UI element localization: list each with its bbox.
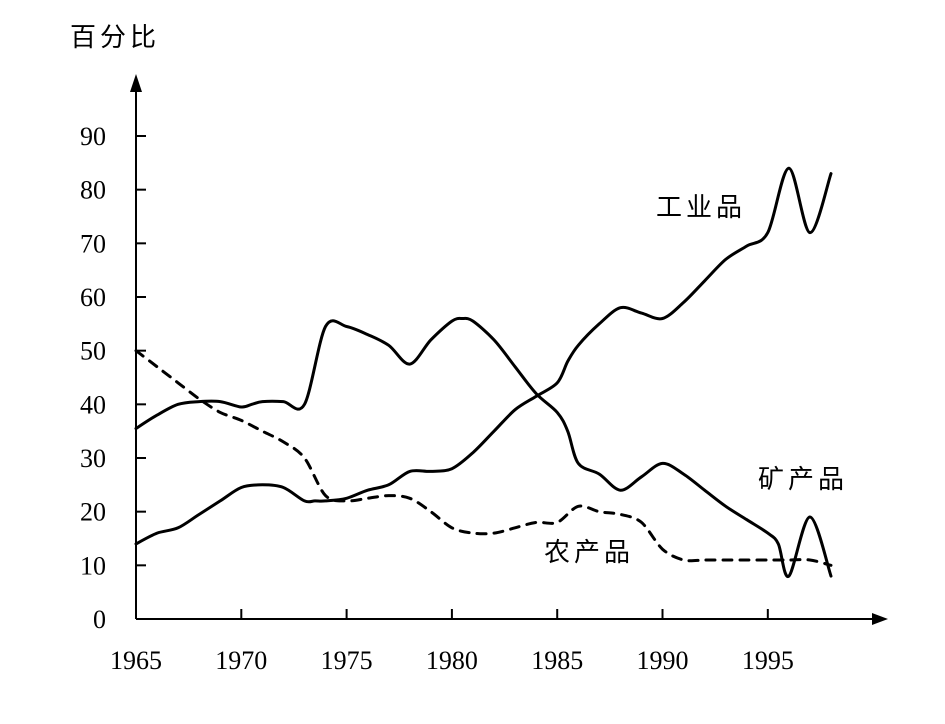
y-axis-label: 百分比 — [70, 23, 160, 53]
y-tick-label: 40 — [80, 390, 106, 419]
y-tick-label: 60 — [80, 283, 106, 312]
y-axis-arrow-icon — [130, 74, 142, 92]
x-tick-label: 1985 — [531, 646, 583, 675]
series-layer — [134, 166, 833, 578]
x-tick-label: 1970 — [215, 646, 267, 675]
x-tick-label: 1980 — [426, 646, 478, 675]
y-tick-label: 90 — [80, 122, 106, 151]
y-tick-label: 80 — [80, 176, 106, 205]
annotation-agricultural: 农产品 — [544, 538, 634, 568]
y-tick-label: 70 — [80, 229, 106, 258]
y-tick-label: 20 — [80, 498, 106, 527]
x-tick-label: 1975 — [321, 646, 373, 675]
x-tick-label: 1990 — [637, 646, 689, 675]
y-tick-label: 0 — [93, 605, 106, 634]
series-line-mineral — [134, 316, 833, 578]
annotation-industrial: 工业品 — [656, 193, 746, 223]
axes — [130, 74, 888, 625]
x-tick-label: 1995 — [742, 646, 794, 675]
ticks: 0 10 20 30 40 50 60 70 80 90 1965 1970 1975 1980 1985 1… — [80, 122, 794, 675]
y-tick-label: 10 — [80, 551, 106, 580]
y-tick-label: 50 — [80, 337, 106, 366]
y-tick-label: 30 — [80, 444, 106, 473]
annotation-mineral: 矿产品 — [758, 465, 848, 495]
x-tick-label: 1965 — [110, 646, 162, 675]
x-axis-arrow-icon — [872, 613, 888, 625]
series-line-agricultural — [134, 349, 833, 567]
series-line-industrial — [134, 166, 833, 546]
